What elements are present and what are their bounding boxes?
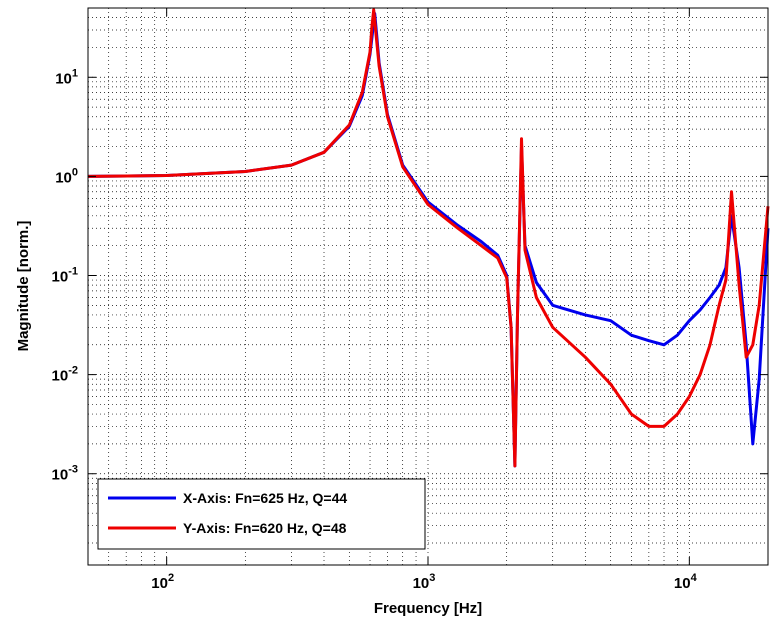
legend-box bbox=[97, 478, 426, 550]
series-line-1 bbox=[87, 8, 770, 468]
y-tick-label: 10-2 bbox=[52, 365, 78, 385]
x-tick-label: 102 bbox=[151, 572, 174, 592]
legend: X-Axis: Fn=625 Hz, Q=44 Y-Axis: Fn=620 H… bbox=[97, 478, 426, 550]
y-axis-label: Magnitude [norm.] bbox=[15, 221, 32, 352]
y-tick-label: 100 bbox=[55, 166, 78, 186]
legend-label-x-axis: X-Axis: Fn=625 Hz, Q=44 bbox=[183, 490, 347, 506]
y-tick-label: 101 bbox=[55, 67, 78, 87]
x-tick-label: 104 bbox=[674, 572, 698, 592]
y-tick-label: 10-1 bbox=[52, 266, 78, 286]
tick-marks bbox=[88, 8, 768, 565]
grid bbox=[88, 8, 768, 565]
x-tick-label: 103 bbox=[413, 572, 436, 592]
x-axis-label: Frequency [Hz] bbox=[374, 600, 482, 617]
legend-label-y-axis: Y-Axis: Fn=620 Hz, Q=48 bbox=[183, 520, 347, 536]
series-layer bbox=[87, 8, 770, 468]
y-tick-label: 10-3 bbox=[52, 464, 78, 484]
